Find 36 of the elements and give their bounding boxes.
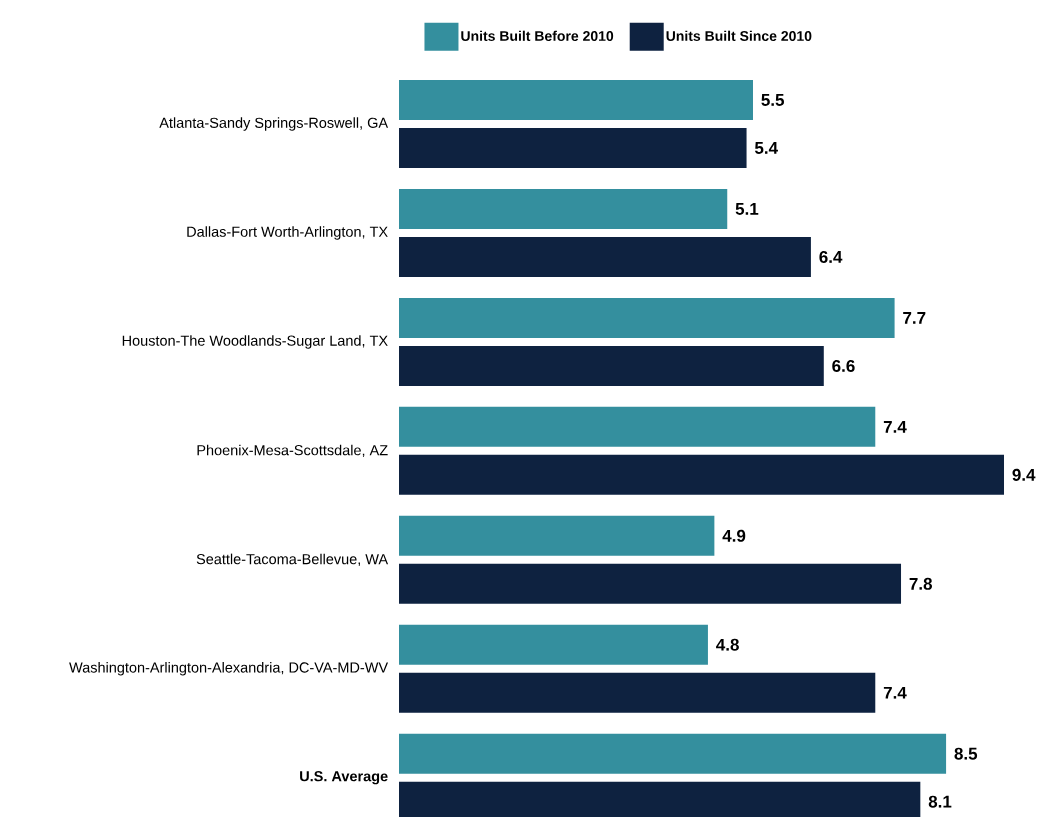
data-label: 8.1 [928, 795, 952, 808]
y-tick-label: Phoenix-Mesa-Scottsdale, AZ [197, 444, 388, 458]
data-label: 7.8 [909, 577, 933, 590]
legend-label: Units Built Since 2010 [666, 30, 812, 41]
data-label: 6.4 [819, 250, 843, 263]
bar [399, 236, 811, 277]
bar [399, 188, 728, 229]
data-label: 7.4 [883, 686, 907, 699]
data-label: 5.5 [761, 94, 785, 106]
y-tick-label: Houston-The Woodlands-Sugar Land, TX [122, 335, 388, 349]
bar [399, 128, 747, 169]
bar [399, 454, 1004, 495]
data-label: 5.4 [754, 142, 778, 154]
data-label: 8.5 [954, 747, 978, 760]
bar [399, 406, 876, 447]
y-tick-label: U.S. Average [300, 771, 388, 785]
bar [399, 80, 753, 121]
bar [399, 515, 715, 556]
data-label: 4.9 [722, 529, 746, 542]
bar [399, 624, 708, 665]
data-label: 9.4 [1012, 468, 1036, 481]
bar [399, 345, 824, 386]
data-label: 5.1 [735, 203, 759, 215]
y-tick-label: Dallas-Fort Worth-Arlington, TX [187, 226, 388, 240]
data-label: 7.4 [883, 421, 907, 433]
data-label: 7.7 [903, 312, 926, 324]
data-label: 4.8 [716, 638, 739, 651]
y-tick-label: Washington-Arlington-Alexandria, DC-VA-MD-WV [69, 662, 389, 676]
bar [399, 563, 902, 604]
bar [399, 733, 947, 774]
y-tick-label: Seattle-Tacoma-Bellevue, WA [196, 553, 389, 566]
bar [399, 672, 876, 713]
y-tick-label: Atlanta-Sandy Springs-Roswell, GA [159, 117, 389, 131]
data-label: 6.6 [832, 359, 855, 372]
bar [399, 297, 895, 338]
legend-label: Units Built Before 2010 [461, 30, 614, 41]
